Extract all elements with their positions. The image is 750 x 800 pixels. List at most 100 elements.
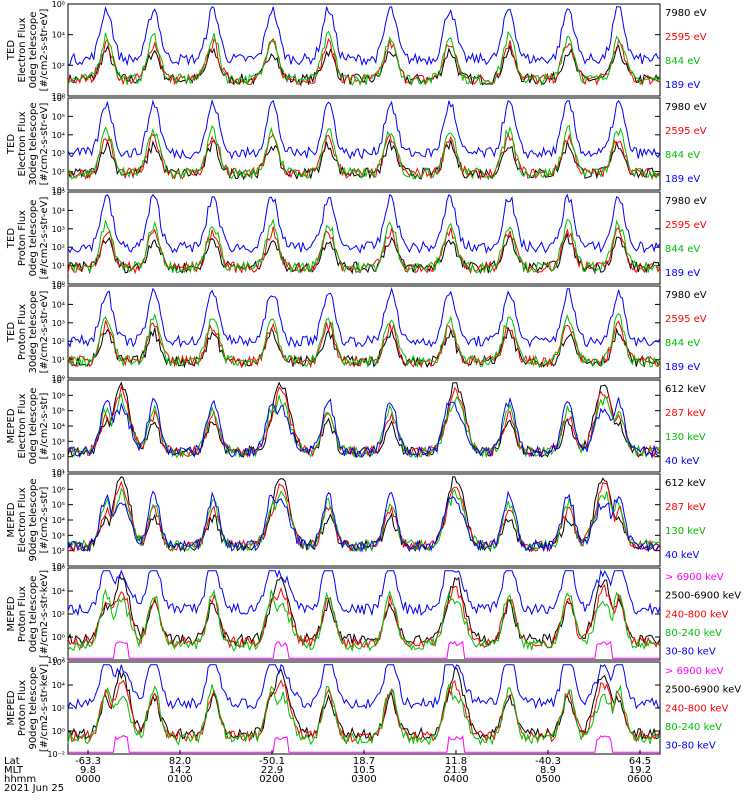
x-tick-lat: 82.0 <box>169 756 191 767</box>
x-tick-mlt: 21.9 <box>445 765 467 776</box>
series-trace <box>67 583 661 649</box>
y-axis-label-line: MEPED <box>6 690 17 725</box>
x-tick-mlt: 19.2 <box>629 765 651 776</box>
x-axis: LatMLThhmm-63.39.8000082.014.20100-50.12… <box>4 750 653 794</box>
y-tick-label: 10⁴ <box>52 300 65 309</box>
y-axis-label-line: TED <box>6 40 17 61</box>
legend-entry: 40 keV <box>665 456 699 467</box>
y-tick-label: 10⁵ <box>52 501 65 510</box>
y-tick-label: 10⁴ <box>52 31 65 40</box>
panel-frame <box>67 661 661 755</box>
y-tick-label: 10³ <box>52 531 65 540</box>
y-axis-label-line: [#/cm2-s-str-keV] <box>39 570 50 658</box>
x-tick-mlt: 14.2 <box>169 765 191 776</box>
y-tick-label: 10¹ <box>52 356 65 365</box>
y-axis-label-line: 0deg telescope <box>28 388 39 465</box>
y-tick-label: 10⁴ <box>52 516 65 525</box>
panel-frame <box>67 191 661 285</box>
y-axis-label-line: 0deg telescope <box>28 576 39 653</box>
legend-entry: 130 keV <box>665 526 706 537</box>
series-trace <box>68 735 660 753</box>
y-tick-label: 10⁶ <box>52 564 65 573</box>
y-tick-label: 10⁴ <box>52 681 65 690</box>
y-axis-label-line: MEPED <box>6 502 17 537</box>
y-tick-label: 10² <box>52 453 65 462</box>
y-axis-label-line: Proton Flux <box>17 680 28 736</box>
series-trace <box>67 218 661 274</box>
legend-entry: 844 eV <box>665 338 700 349</box>
y-tick-label: 10⁶ <box>52 94 65 103</box>
legend-entry: 612 keV <box>665 384 706 395</box>
y-tick-label: 10¹ <box>52 262 65 271</box>
y-axis-label-line: [#/cm2-s-str-eV] <box>39 197 50 280</box>
x-tick-mlt: 10.5 <box>353 765 375 776</box>
y-axis-label-line: Electron Flux <box>17 17 28 82</box>
y-tick-label: 10² <box>52 61 65 70</box>
y-axis-label-line: [#/cm2-s-str] <box>39 486 50 553</box>
y-tick-label: 10¹ <box>52 562 65 571</box>
legend-entry: 240-800 keV <box>665 609 729 620</box>
legend-entry: 30-80 keV <box>665 741 716 752</box>
y-tick-label: 10⁵ <box>52 282 65 291</box>
x-tick-hhmm: 0200 <box>259 774 284 785</box>
x-tick-lat: 18.7 <box>353 756 375 767</box>
legend-entry: > 6900 keV <box>665 572 724 583</box>
legend-entry: 2595 eV <box>665 126 707 137</box>
series-trace <box>67 30 661 87</box>
series-trace <box>67 396 661 460</box>
y-tick-label: 10⁴ <box>52 206 65 215</box>
x-tick-mlt: 22.9 <box>261 765 283 776</box>
y-axis-label-line: TED <box>6 134 17 155</box>
y-tick-label: 10² <box>52 610 65 619</box>
legend-entry: 7980 eV <box>665 290 707 301</box>
y-tick-label: 10³ <box>52 149 65 158</box>
y-tick-label: 10¹ <box>52 468 65 477</box>
y-tick-label: 10⁰ <box>52 92 65 101</box>
y-tick-label: 10³ <box>52 225 65 234</box>
y-axis-label-line: TED <box>6 228 17 249</box>
legend-entry: 30-80 keV <box>665 647 716 658</box>
legend-entry: 189 eV <box>665 268 700 279</box>
x-tick-lat: -50.1 <box>259 756 285 767</box>
series-trace <box>67 663 661 710</box>
y-tick-label: 10⁰ <box>52 633 65 642</box>
series-trace <box>67 5 661 67</box>
legend-entry: 287 keV <box>665 502 706 513</box>
legend-entry: 844 eV <box>665 150 700 161</box>
legend-entry: 2500-6900 keV <box>665 685 741 696</box>
y-tick-label: 10⁴ <box>52 131 65 140</box>
legend-entry: 130 keV <box>665 432 706 443</box>
y-axis-label-line: 30deg telescope <box>28 290 39 373</box>
y-axis-label-line: 0deg telescope <box>28 200 39 277</box>
y-axis-label-line: Proton Flux <box>17 210 28 266</box>
legend-entry: 2595 eV <box>665 32 707 43</box>
series-trace <box>67 320 661 369</box>
y-tick-label: 10³ <box>52 437 65 446</box>
series-trace <box>68 640 660 659</box>
y-axis-label-line: 30deg telescope <box>28 102 39 185</box>
series-trace <box>67 480 661 553</box>
legend-entry: 240-800 keV <box>665 703 729 714</box>
y-tick-label: 10² <box>52 337 65 346</box>
y-axis-label-line: [#/cm2-s-str-eV] <box>39 103 50 186</box>
x-tick-mlt: 9.8 <box>80 765 96 776</box>
y-axis-label-line: Electron Flux <box>17 393 28 458</box>
series-trace <box>67 193 661 255</box>
series-trace <box>67 573 661 647</box>
x-tick-hhmm: 0600 <box>627 774 652 785</box>
y-axis-label: MEPED Proton Flux 90deg telescope [#/cm2-s-… <box>6 664 50 752</box>
x-tick-hhmm: 0400 <box>443 774 468 785</box>
series-trace <box>67 313 661 369</box>
legend-entry: 844 eV <box>665 56 700 67</box>
legend-entry: 2595 eV <box>665 314 707 325</box>
x-tick-lat: -40.3 <box>535 756 561 767</box>
legend-entry: 80-240 keV <box>665 628 722 639</box>
y-tick-label: 10³ <box>52 319 65 328</box>
legend-entry: 7980 eV <box>665 8 707 19</box>
